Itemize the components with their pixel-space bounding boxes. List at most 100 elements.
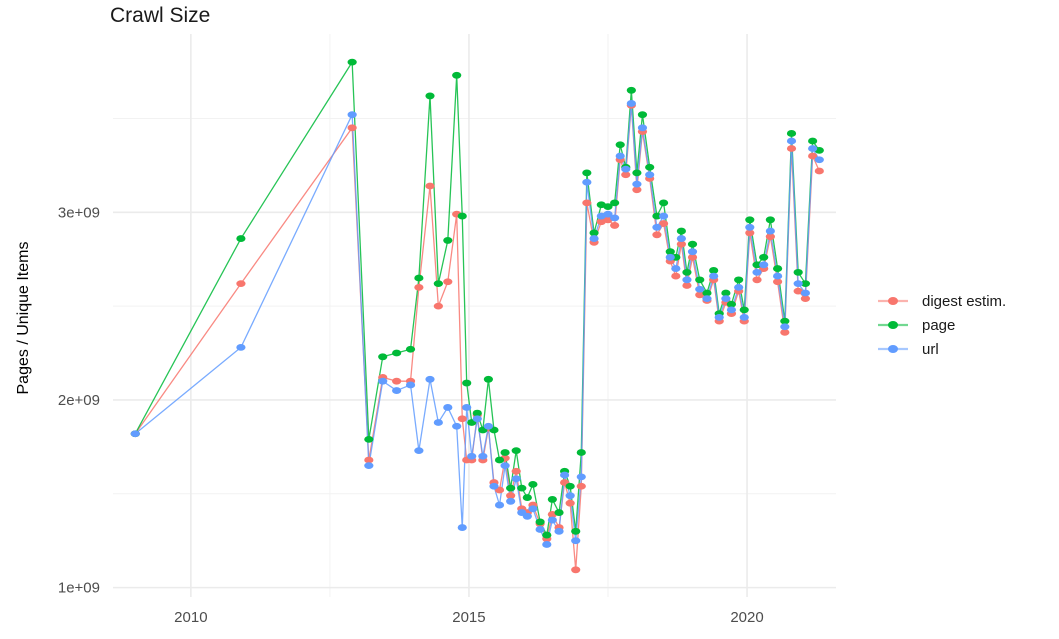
data-point xyxy=(576,449,586,456)
data-point xyxy=(721,295,731,303)
data-point xyxy=(494,501,505,509)
data-point xyxy=(571,527,581,535)
data-point xyxy=(347,58,357,66)
legend-item-url[interactable]: url xyxy=(878,341,939,358)
data-point xyxy=(364,456,374,464)
data-point xyxy=(472,409,482,417)
data-point xyxy=(632,186,642,194)
legend-label: digest estim. xyxy=(922,293,1006,310)
y-axis-tick-labels: 1e+09 2e+09 3e+09 xyxy=(58,204,100,596)
data-point xyxy=(658,220,669,227)
data-point xyxy=(236,344,246,351)
data-point xyxy=(528,505,538,513)
data-point xyxy=(793,268,803,276)
series-layer xyxy=(130,58,824,574)
data-point xyxy=(702,289,712,297)
data-point xyxy=(676,240,686,248)
data-point xyxy=(752,276,762,284)
data-point xyxy=(687,253,698,261)
data-point xyxy=(752,261,762,269)
data-point xyxy=(582,178,592,186)
points-url xyxy=(130,100,824,548)
data-point xyxy=(565,492,575,500)
x-tick-label: 2015 xyxy=(452,609,485,626)
data-point xyxy=(414,447,424,455)
data-point xyxy=(506,497,516,505)
data-point xyxy=(695,285,705,293)
data-point xyxy=(780,328,790,336)
data-point xyxy=(405,345,416,353)
data-point xyxy=(506,492,516,500)
data-point xyxy=(709,272,719,280)
data-point xyxy=(658,212,669,220)
data-point xyxy=(726,306,737,314)
data-point xyxy=(378,377,388,385)
x-axis-tick-labels: 2010 2015 2020 xyxy=(174,609,764,626)
y-tick-label: 1e+09 xyxy=(58,580,100,597)
data-point xyxy=(433,302,443,310)
data-point xyxy=(687,248,698,256)
data-point xyxy=(478,452,488,460)
data-point xyxy=(554,527,564,535)
data-point xyxy=(632,169,642,177)
data-point xyxy=(793,280,803,287)
data-point xyxy=(433,419,443,426)
data-point xyxy=(483,375,493,383)
data-point xyxy=(645,171,655,179)
data-point xyxy=(780,323,790,331)
data-point xyxy=(511,447,521,455)
data-point xyxy=(745,216,755,224)
data-point xyxy=(392,349,402,357)
data-point xyxy=(542,531,552,539)
data-point xyxy=(392,387,402,394)
data-point xyxy=(528,481,538,488)
data-point xyxy=(665,248,675,256)
data-point xyxy=(800,295,811,303)
grid-minor xyxy=(113,34,836,597)
data-point xyxy=(658,199,669,207)
data-point xyxy=(414,283,424,291)
data-point xyxy=(443,404,453,411)
data-point xyxy=(522,494,532,501)
data-point xyxy=(652,223,662,231)
data-point xyxy=(793,287,803,295)
data-point xyxy=(721,289,731,297)
data-point xyxy=(676,227,686,235)
data-point xyxy=(547,516,557,524)
data-point xyxy=(759,261,769,269)
data-point xyxy=(467,452,477,460)
data-point xyxy=(726,300,737,308)
data-point xyxy=(615,152,625,160)
data-point xyxy=(236,235,246,242)
data-point xyxy=(565,482,575,490)
data-point xyxy=(547,496,557,503)
data-point xyxy=(364,462,374,470)
data-point xyxy=(610,222,620,229)
data-point xyxy=(443,278,453,286)
y-tick-label: 2e+09 xyxy=(58,392,100,409)
data-point xyxy=(554,509,564,516)
data-point xyxy=(632,180,642,188)
data-point xyxy=(780,317,790,325)
data-point xyxy=(364,435,374,443)
data-point xyxy=(347,111,357,119)
data-point xyxy=(511,475,521,483)
legend-item-page[interactable]: page xyxy=(878,317,955,334)
data-point xyxy=(457,212,467,220)
data-point xyxy=(425,375,435,383)
legend-dot-swatch xyxy=(888,321,898,329)
data-point xyxy=(462,404,472,411)
data-point xyxy=(786,130,797,137)
data-point xyxy=(565,499,575,507)
y-axis-title: Pages / Unique Items xyxy=(15,242,32,395)
data-point xyxy=(522,512,532,520)
data-point xyxy=(457,524,467,531)
data-point xyxy=(472,415,482,423)
y-tick-label: 3e+09 xyxy=(58,204,100,221)
data-point xyxy=(443,237,453,244)
data-point xyxy=(739,306,749,314)
legend-item-digest-estim-[interactable]: digest estim. xyxy=(878,293,1006,310)
